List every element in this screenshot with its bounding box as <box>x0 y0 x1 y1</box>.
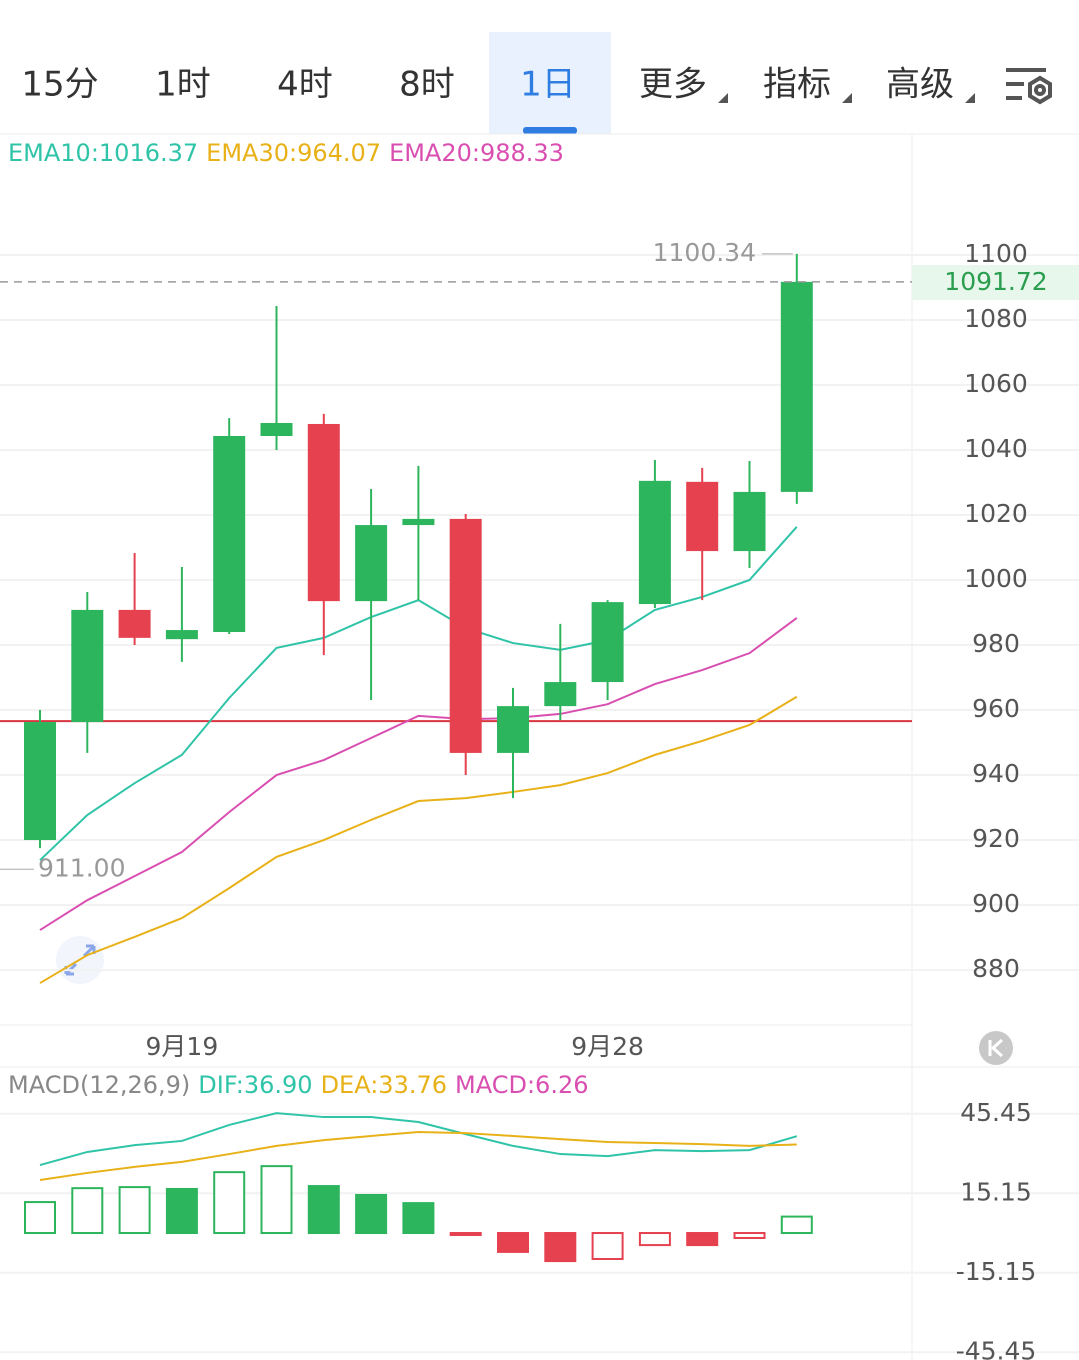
y-tick-label: -15.15 <box>956 1257 1037 1286</box>
y-tick-label: 920 <box>972 824 1020 853</box>
candle-body <box>733 491 766 552</box>
settings-icon[interactable] <box>1006 68 1052 105</box>
candle-body <box>24 722 56 841</box>
macd-bar <box>165 1187 198 1235</box>
macd-bar <box>638 1232 671 1247</box>
tab[interactable]: 1日 <box>520 65 576 105</box>
high-label: 1100.34 <box>653 238 756 267</box>
candle-body <box>260 422 293 437</box>
candle-body <box>449 518 482 753</box>
macd-bar <box>686 1232 719 1247</box>
candle-body <box>402 518 435 526</box>
legend-entry: EMA10:1016.37 <box>8 139 198 167</box>
dropdown-triangle <box>842 93 852 103</box>
macd-bar <box>591 1232 624 1260</box>
y-tick-label: 980 <box>972 629 1020 658</box>
ema-line <box>39 617 798 931</box>
y-tick-label: 900 <box>972 889 1020 918</box>
macd-bar <box>449 1232 482 1237</box>
macd-bar <box>544 1232 577 1263</box>
y-tick-label: 1020 <box>964 499 1028 528</box>
ema-line <box>39 695 798 984</box>
legend-entry: EMA20:988.33 <box>389 139 564 167</box>
y-tick-label: 45.45 <box>960 1098 1032 1127</box>
tab[interactable]: 8时 <box>399 65 455 105</box>
candle-body <box>165 630 198 640</box>
y-tick-label: 1060 <box>964 369 1028 398</box>
macd-line <box>39 1131 797 1182</box>
macd-bar <box>355 1193 388 1235</box>
macd-bar <box>733 1232 766 1240</box>
selected-tab-bg <box>489 32 611 134</box>
macd-bar <box>71 1187 104 1235</box>
dropdown-triangle <box>965 93 975 103</box>
y-tick-label: 880 <box>972 954 1020 983</box>
candle-body <box>307 423 340 602</box>
candle-body <box>71 609 104 723</box>
price-label-bg <box>912 265 1079 300</box>
candle-body <box>497 706 529 753</box>
y-tick-label: 1000 <box>964 564 1028 593</box>
y-tick-label: 960 <box>972 694 1020 723</box>
tab[interactable]: 15分 <box>21 65 98 105</box>
candle-body <box>213 436 246 633</box>
y-tick-label: 1100 <box>964 239 1028 268</box>
candle-body <box>686 481 719 552</box>
macd-legend: MACD(12,26,9) DIF:36.90 DEA:33.76 MACD:6.26 <box>8 1071 588 1099</box>
x-tick-label: 9月19 <box>146 1032 219 1061</box>
low-label: 911.00 <box>38 853 125 882</box>
y-tick-label: -45.45 <box>956 1336 1037 1360</box>
y-tick-label: 940 <box>972 759 1020 788</box>
legend-title: MACD(12,26,9) <box>8 1071 190 1099</box>
y-tick-label: 15.15 <box>960 1177 1032 1206</box>
ema-legend: EMA10:1016.37 EMA30:964.07 EMA20:988.33 <box>8 139 564 167</box>
candle-body <box>591 602 624 683</box>
y-tick-label: 1040 <box>964 434 1028 463</box>
candle-body <box>638 480 671 605</box>
tab[interactable]: 1时 <box>155 65 211 105</box>
candle-body <box>780 281 813 492</box>
legend-entry: DEA:33.76 <box>321 1071 447 1099</box>
tab[interactable]: 4时 <box>277 65 333 105</box>
macd-bar <box>307 1185 340 1235</box>
macd-bar <box>118 1186 151 1235</box>
macd-bar <box>497 1232 529 1253</box>
macd-bar <box>213 1171 246 1235</box>
tab[interactable]: 指标 <box>763 65 831 105</box>
macd-bar <box>24 1201 56 1235</box>
macd-line <box>39 1112 798 1167</box>
candle-body <box>118 609 151 638</box>
selected-tab-indicator <box>523 127 577 134</box>
reset-icon[interactable] <box>979 1031 1013 1065</box>
legend-entry: EMA30:964.07 <box>206 139 381 167</box>
dropdown-triangle <box>718 93 728 103</box>
macd-bar <box>260 1165 293 1235</box>
candle-body <box>355 525 388 602</box>
tab[interactable]: 更多 <box>639 65 707 105</box>
macd-bar <box>780 1215 813 1235</box>
legend-entry: MACD:6.26 <box>455 1071 588 1099</box>
candle-body <box>544 682 577 707</box>
tab[interactable]: 高级 <box>886 65 954 105</box>
macd-bar <box>402 1202 435 1235</box>
x-tick-label: 9月28 <box>571 1032 644 1061</box>
legend-entry: DIF:36.90 <box>198 1071 312 1099</box>
last-price-label: 1091.72 <box>944 267 1047 296</box>
y-tick-label: 1080 <box>964 304 1028 333</box>
